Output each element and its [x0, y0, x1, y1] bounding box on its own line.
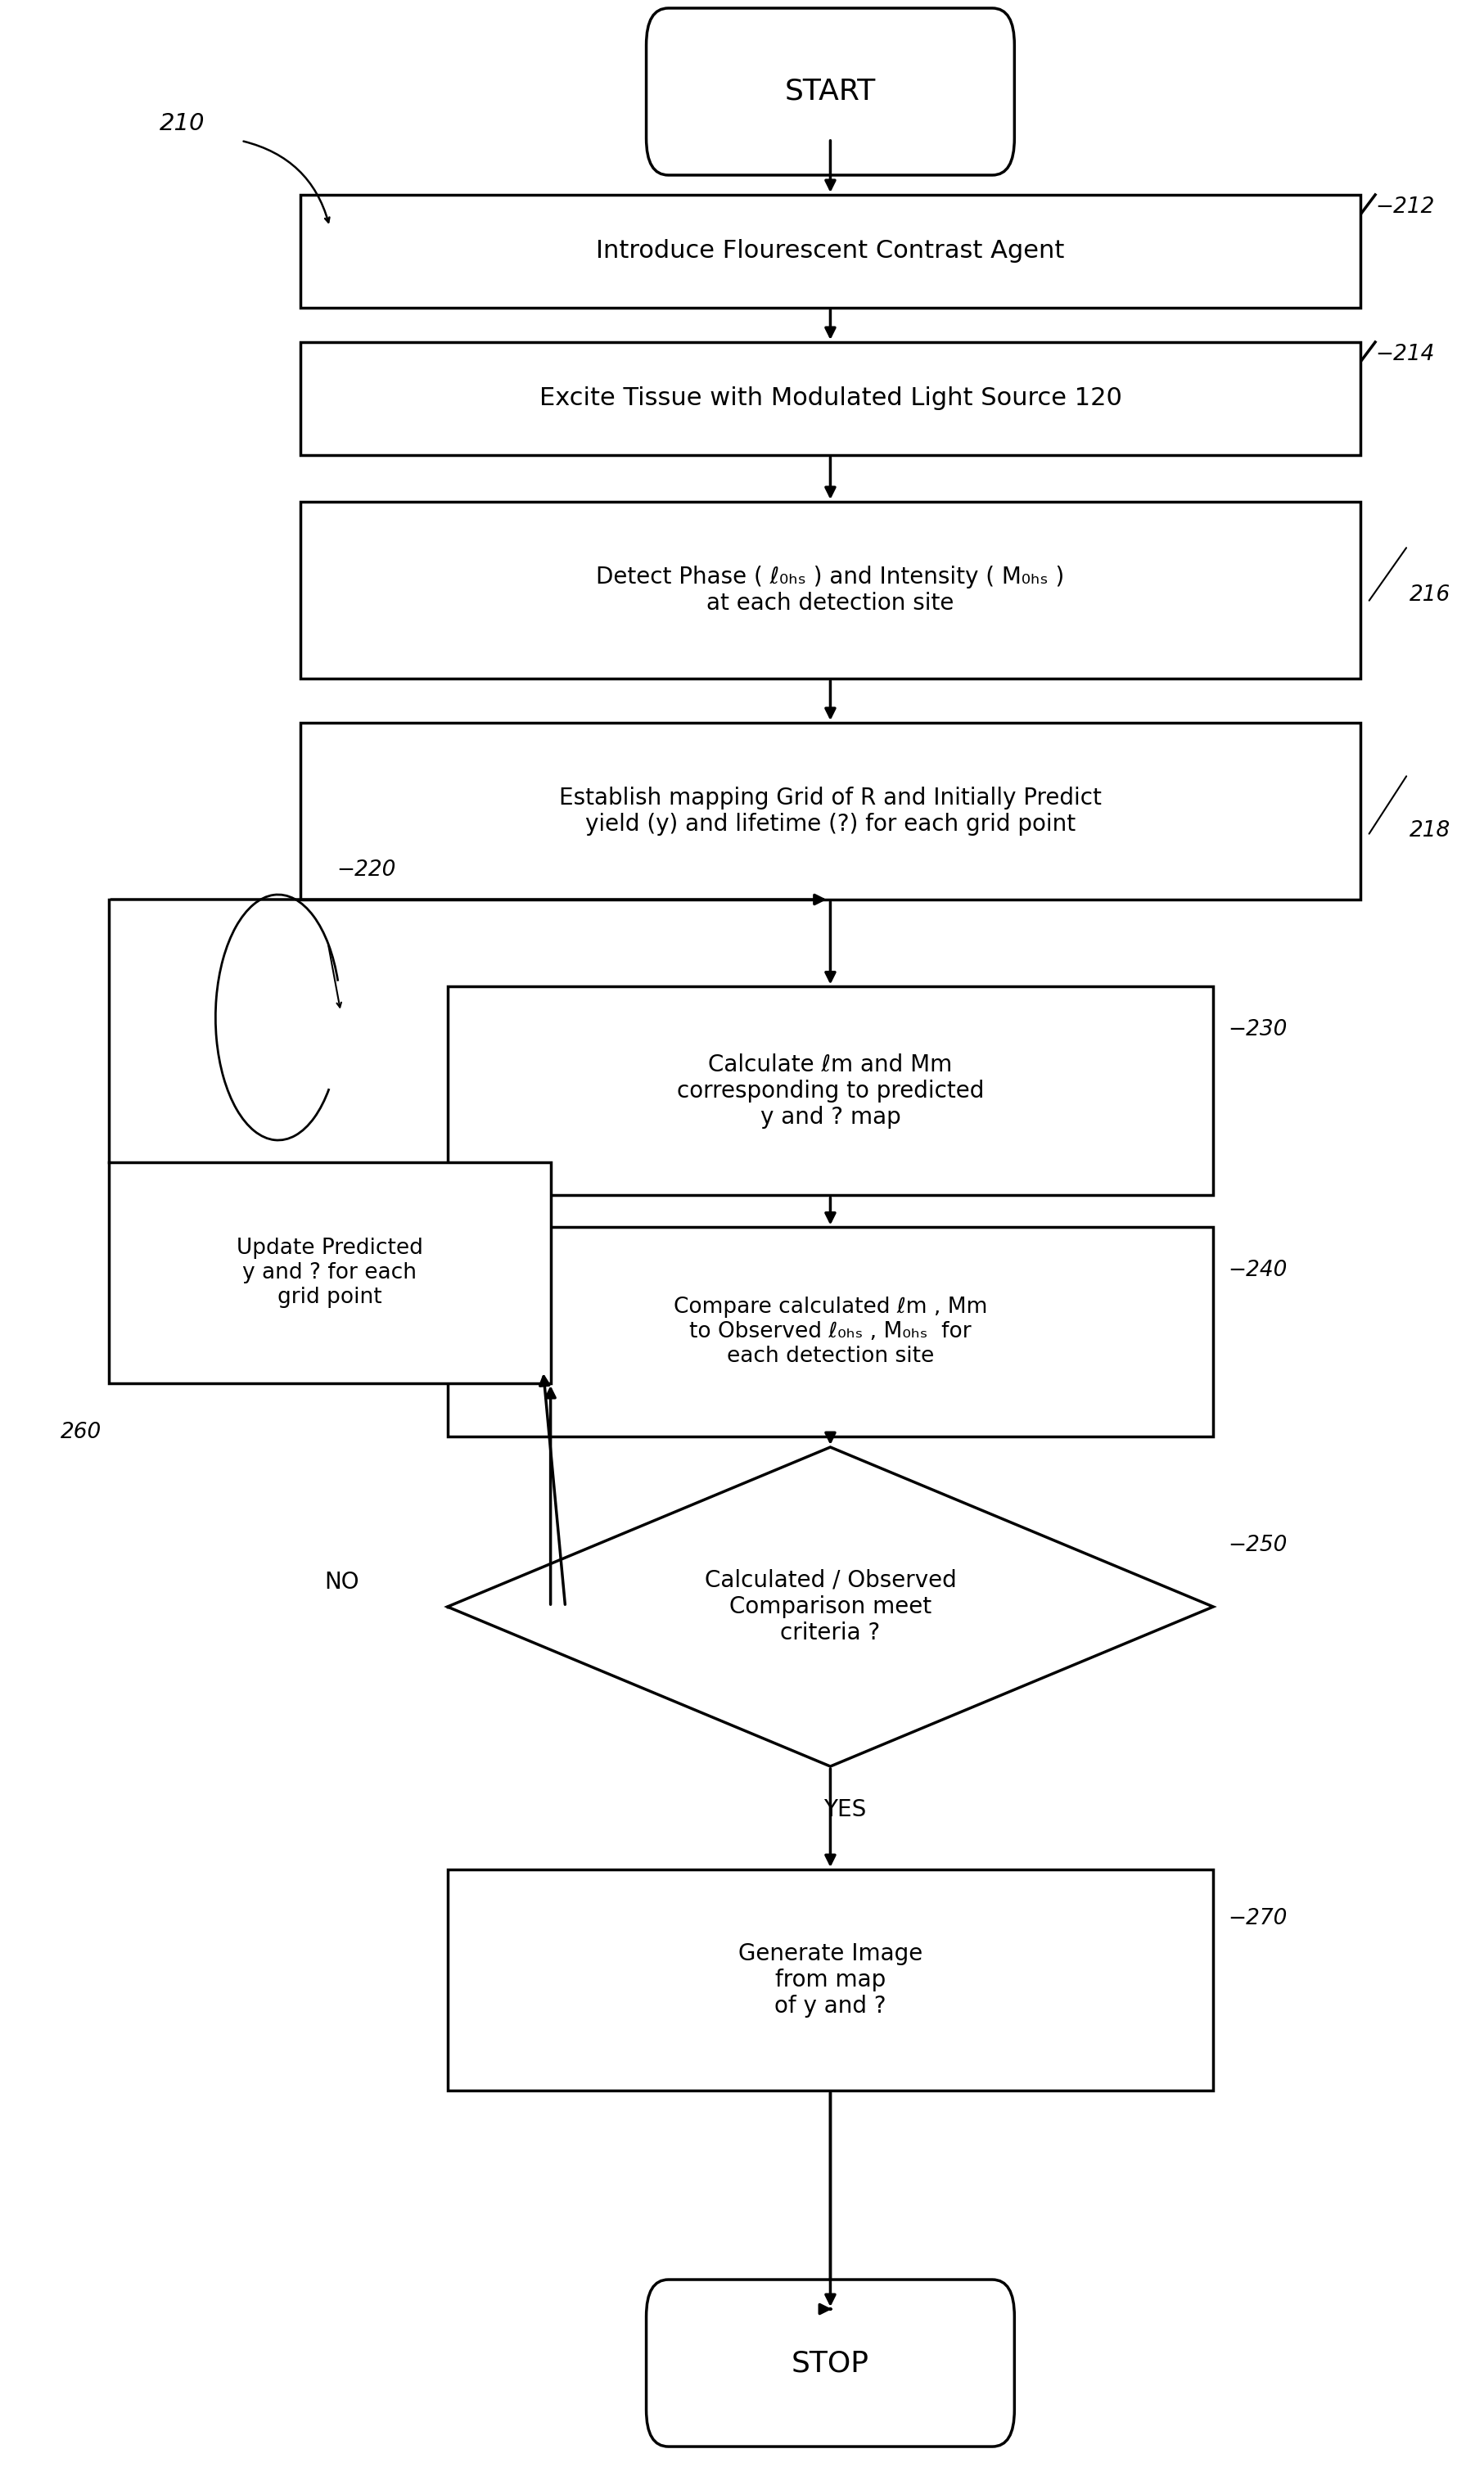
Bar [300, 723, 1361, 900]
Text: −230: −230 [1227, 1019, 1287, 1041]
Text: YES: YES [824, 1798, 867, 1821]
Bar [300, 343, 1361, 454]
Text: START: START [785, 79, 876, 106]
Text: Calculated / Observed
Comparison meet
criteria ?: Calculated / Observed Comparison meet cr… [705, 1569, 956, 1645]
Text: Calculate ℓm and Mm
corresponding to predicted
y and ? map: Calculate ℓm and Mm corresponding to pre… [677, 1053, 984, 1130]
Bar [448, 1229, 1214, 1436]
Bar [300, 501, 1361, 678]
Text: 216: 216 [1410, 585, 1450, 607]
Text: 260: 260 [61, 1421, 101, 1443]
Text: 218: 218 [1410, 819, 1450, 841]
Text: Excite Tissue with Modulated Light Source 120: Excite Tissue with Modulated Light Sourc… [539, 387, 1122, 410]
Text: Establish mapping Grid of R and Initially Predict
yield (y) and lifetime (?) for: Establish mapping Grid of R and Initiall… [559, 787, 1101, 836]
Text: STOP: STOP [791, 2349, 870, 2378]
FancyBboxPatch shape [646, 2280, 1015, 2447]
Polygon shape [448, 1448, 1214, 1766]
Text: −240: −240 [1227, 1261, 1287, 1280]
Bar [448, 1870, 1214, 2090]
Text: −250: −250 [1227, 1534, 1287, 1557]
Text: Detect Phase ( ℓ₀ₕₛ ) and Intensity ( M₀ₕₛ )
at each detection site: Detect Phase ( ℓ₀ₕₛ ) and Intensity ( M₀… [597, 565, 1064, 614]
Text: Introduce Flourescent Contrast Agent: Introduce Flourescent Contrast Agent [597, 239, 1064, 264]
Text: −214: −214 [1376, 343, 1435, 365]
Text: −220: −220 [337, 859, 396, 881]
FancyBboxPatch shape [646, 7, 1015, 175]
Text: Generate Image
from map
of y and ?: Generate Image from map of y and ? [738, 1942, 923, 2018]
Bar [108, 1162, 551, 1384]
Text: Compare calculated ℓm , Mm
to Observed ℓ₀ₕₛ , M₀ₕₛ  for
each detection site: Compare calculated ℓm , Mm to Observed ℓ… [674, 1298, 987, 1367]
Text: NO: NO [325, 1571, 359, 1594]
Bar [300, 195, 1361, 308]
Text: −212: −212 [1376, 197, 1435, 217]
Text: 210: 210 [160, 111, 205, 136]
Text: Update Predicted
y and ? for each
grid point: Update Predicted y and ? for each grid p… [236, 1238, 423, 1308]
Bar [448, 987, 1214, 1196]
Text: −270: −270 [1227, 1907, 1287, 1929]
